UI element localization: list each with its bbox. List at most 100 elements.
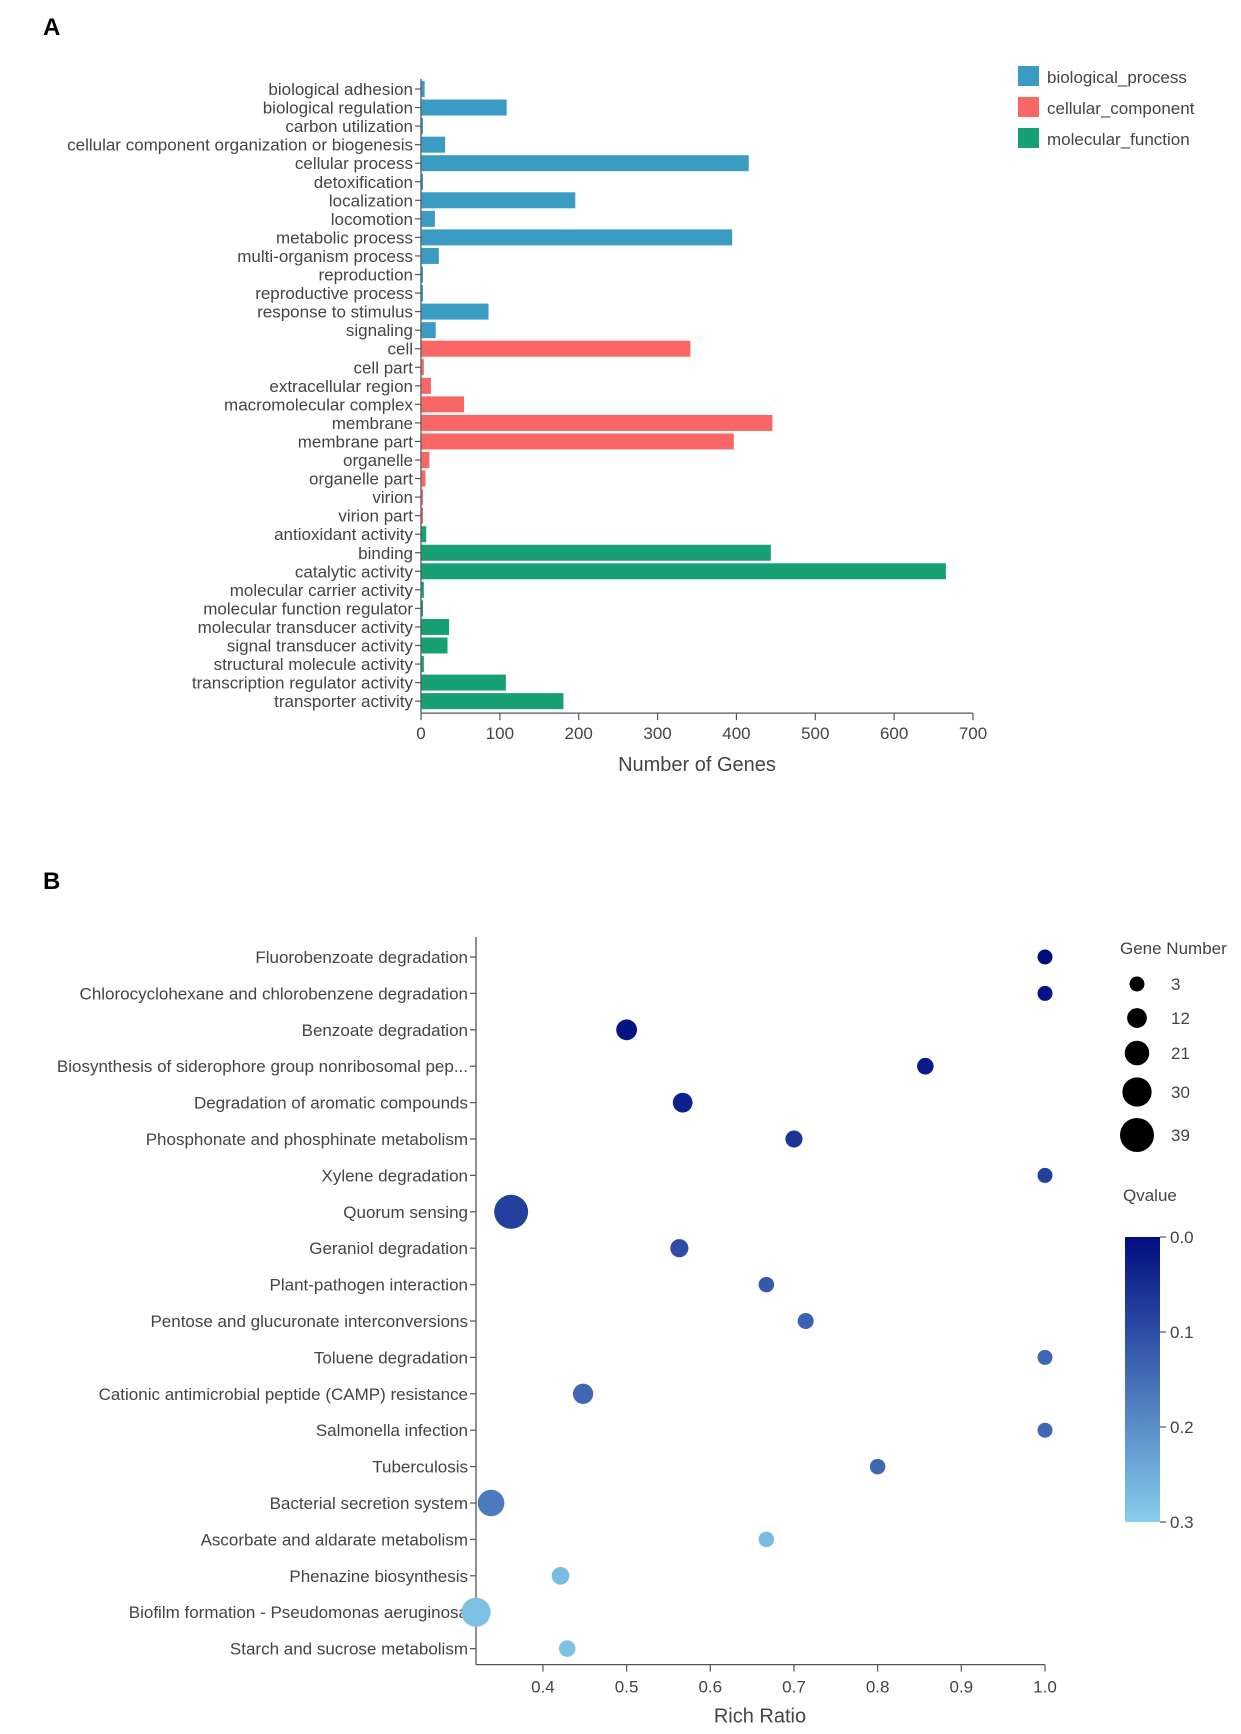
bar-binding (421, 544, 771, 561)
bar-molecular-transducer-activity (421, 618, 450, 635)
bubble-xylene-degradation (1037, 1167, 1053, 1183)
bubble-geraniol-degradation (670, 1239, 689, 1258)
bar-molecular-carrier-activity (421, 581, 424, 598)
x-axis-title: Number of Genes (618, 754, 776, 776)
bar-cellular-component-organization-or-biogenesis (421, 136, 446, 153)
y-tick-label: Degradation of aromatic compounds (194, 1094, 468, 1113)
legend-swatch (1018, 66, 1039, 86)
y-tick-label: molecular carrier activity (230, 581, 414, 600)
y-tick-label: reproduction (318, 266, 413, 285)
bar-localization (421, 192, 576, 209)
y-tick-label: Bacterial secretion system (270, 1494, 468, 1513)
bubble-biofilm-formation-pseudomonas-aeruginosa (461, 1597, 491, 1627)
kegg-bubble-chart: Fluorobenzoate degradation Chlorocyclohex… (57, 937, 1227, 1728)
size-legend-dot (1120, 1118, 1154, 1152)
bar-cell-part (421, 359, 424, 376)
x-tick-label: 0.8 (866, 1678, 890, 1697)
bar-signal-transducer-activity (421, 637, 448, 654)
x-tick-label: 0.9 (950, 1678, 974, 1697)
size-legend-label: 3 (1171, 975, 1180, 994)
bubble-quorum-sensing (494, 1194, 529, 1229)
color-tick-label: 0.0 (1170, 1228, 1194, 1247)
size-legend-label: 30 (1171, 1083, 1190, 1102)
y-tick-label: response to stimulus (257, 303, 413, 322)
bar-virion (421, 489, 423, 506)
legend-label: cellular_component (1047, 99, 1195, 118)
bubble-degradation-of-aromatic-compounds (672, 1092, 693, 1113)
panel-b-letter: B (43, 868, 61, 895)
color-tick-label: 0.3 (1170, 1513, 1194, 1532)
y-tick-label: transcription regulator activity (192, 674, 414, 693)
bubble-bacterial-secretion-system (477, 1489, 505, 1517)
bar-biological-adhesion (421, 81, 425, 97)
x-tick-label: 700 (959, 724, 987, 743)
bubble-cationic-antimicrobial-peptide-camp-resistance (572, 1383, 594, 1404)
bar-antioxidant-activity (421, 526, 427, 543)
bar-organelle (421, 452, 430, 468)
y-tick-label: cellular component organization or bioge… (67, 136, 413, 155)
y-tick-label: Geraniol degradation (309, 1239, 468, 1258)
y-tick-label: binding (358, 544, 413, 563)
y-tick-label: Toluene degradation (314, 1348, 468, 1367)
panel-a-letter: A (43, 14, 61, 41)
y-tick-label: Pentose and glucuronate interconversions (150, 1312, 468, 1331)
y-tick-label: virion part (338, 507, 413, 526)
y-tick-label: Fluorobenzoate degradation (255, 948, 468, 967)
bar-response-to-stimulus (421, 303, 489, 320)
bar-carbon-utilization (421, 118, 423, 135)
bar-cell (421, 340, 691, 357)
y-tick-label: carbon utilization (285, 117, 413, 136)
bar-locomotion (421, 210, 435, 227)
bubble-biosynthesis-of-siderophore-group-nonribosomal-pep (917, 1057, 934, 1075)
y-tick-label: reproductive process (255, 284, 413, 303)
bubble-chlorocyclohexane-and-chlorobenzene-degradation (1037, 985, 1053, 1001)
bar-organelle-part (421, 470, 426, 487)
y-tick-label: Salmonella infection (316, 1421, 468, 1440)
y-tick-label: signaling (346, 321, 413, 340)
x-tick-label: 1.0 (1033, 1678, 1057, 1697)
color-tick-label: 0.2 (1170, 1418, 1194, 1437)
bar-membrane (421, 414, 773, 431)
y-tick-label: Xylene degradation (321, 1166, 468, 1185)
y-tick-label: organelle (343, 451, 413, 470)
y-tick-label: Benzoate degradation (302, 1021, 468, 1040)
bubble-phosphonate-and-phosphinate-metabolism (785, 1130, 803, 1148)
y-tick-label: signal transducer activity (227, 637, 414, 656)
size-legend-dot (1127, 1008, 1147, 1028)
y-tick-label: organelle part (309, 470, 413, 489)
y-tick-label: Cationic antimicrobial peptide (CAMP) re… (99, 1385, 468, 1404)
y-tick-label: Biofilm formation - Pseudomonas aerugino… (129, 1603, 469, 1622)
x-tick-label: 100 (486, 724, 514, 743)
bar-extracellular-region (421, 377, 431, 394)
bar-cellular-process (421, 155, 749, 172)
bubble-phenazine-biosynthesis (551, 1566, 570, 1585)
y-tick-label: biological regulation (263, 99, 413, 118)
size-legend-title: Gene Number (1120, 939, 1227, 958)
bubble-plant-pathogen-interaction (758, 1276, 775, 1293)
y-tick-label: locomotion (331, 210, 413, 229)
x-tick-label: 0 (416, 724, 425, 743)
legend-label: biological_process (1047, 68, 1187, 87)
y-tick-label: Chlorocyclohexane and chlorobenzene degr… (80, 984, 468, 1003)
y-tick-label: antioxidant activity (274, 525, 413, 544)
y-tick-label: Tuberculosis (372, 1458, 468, 1477)
legend-swatch (1018, 97, 1039, 117)
bubble-salmonella-infection (1037, 1422, 1053, 1438)
y-tick-label: Biosynthesis of siderophore group nonrib… (57, 1057, 468, 1076)
legend-label: molecular_function (1047, 130, 1190, 149)
bar-virion-part (421, 507, 423, 524)
x-tick-label: 600 (880, 724, 908, 743)
x-tick-label: 0.6 (698, 1678, 722, 1697)
bubble-toluene-degradation (1037, 1349, 1053, 1365)
bar-biological-regulation (421, 99, 507, 116)
y-tick-label: cell part (353, 358, 413, 377)
size-legend-dot (1129, 976, 1145, 992)
bar-signaling (421, 322, 436, 339)
bar-reproductive-process (421, 285, 423, 302)
y-tick-label: cellular process (295, 154, 413, 173)
y-tick-label: detoxification (314, 173, 413, 192)
x-axis-title: Rich Ratio (714, 1706, 806, 1728)
y-tick-label: metabolic process (276, 228, 413, 247)
bar-catalytic-activity (421, 563, 946, 580)
y-tick-label: structural molecule activity (214, 655, 414, 674)
